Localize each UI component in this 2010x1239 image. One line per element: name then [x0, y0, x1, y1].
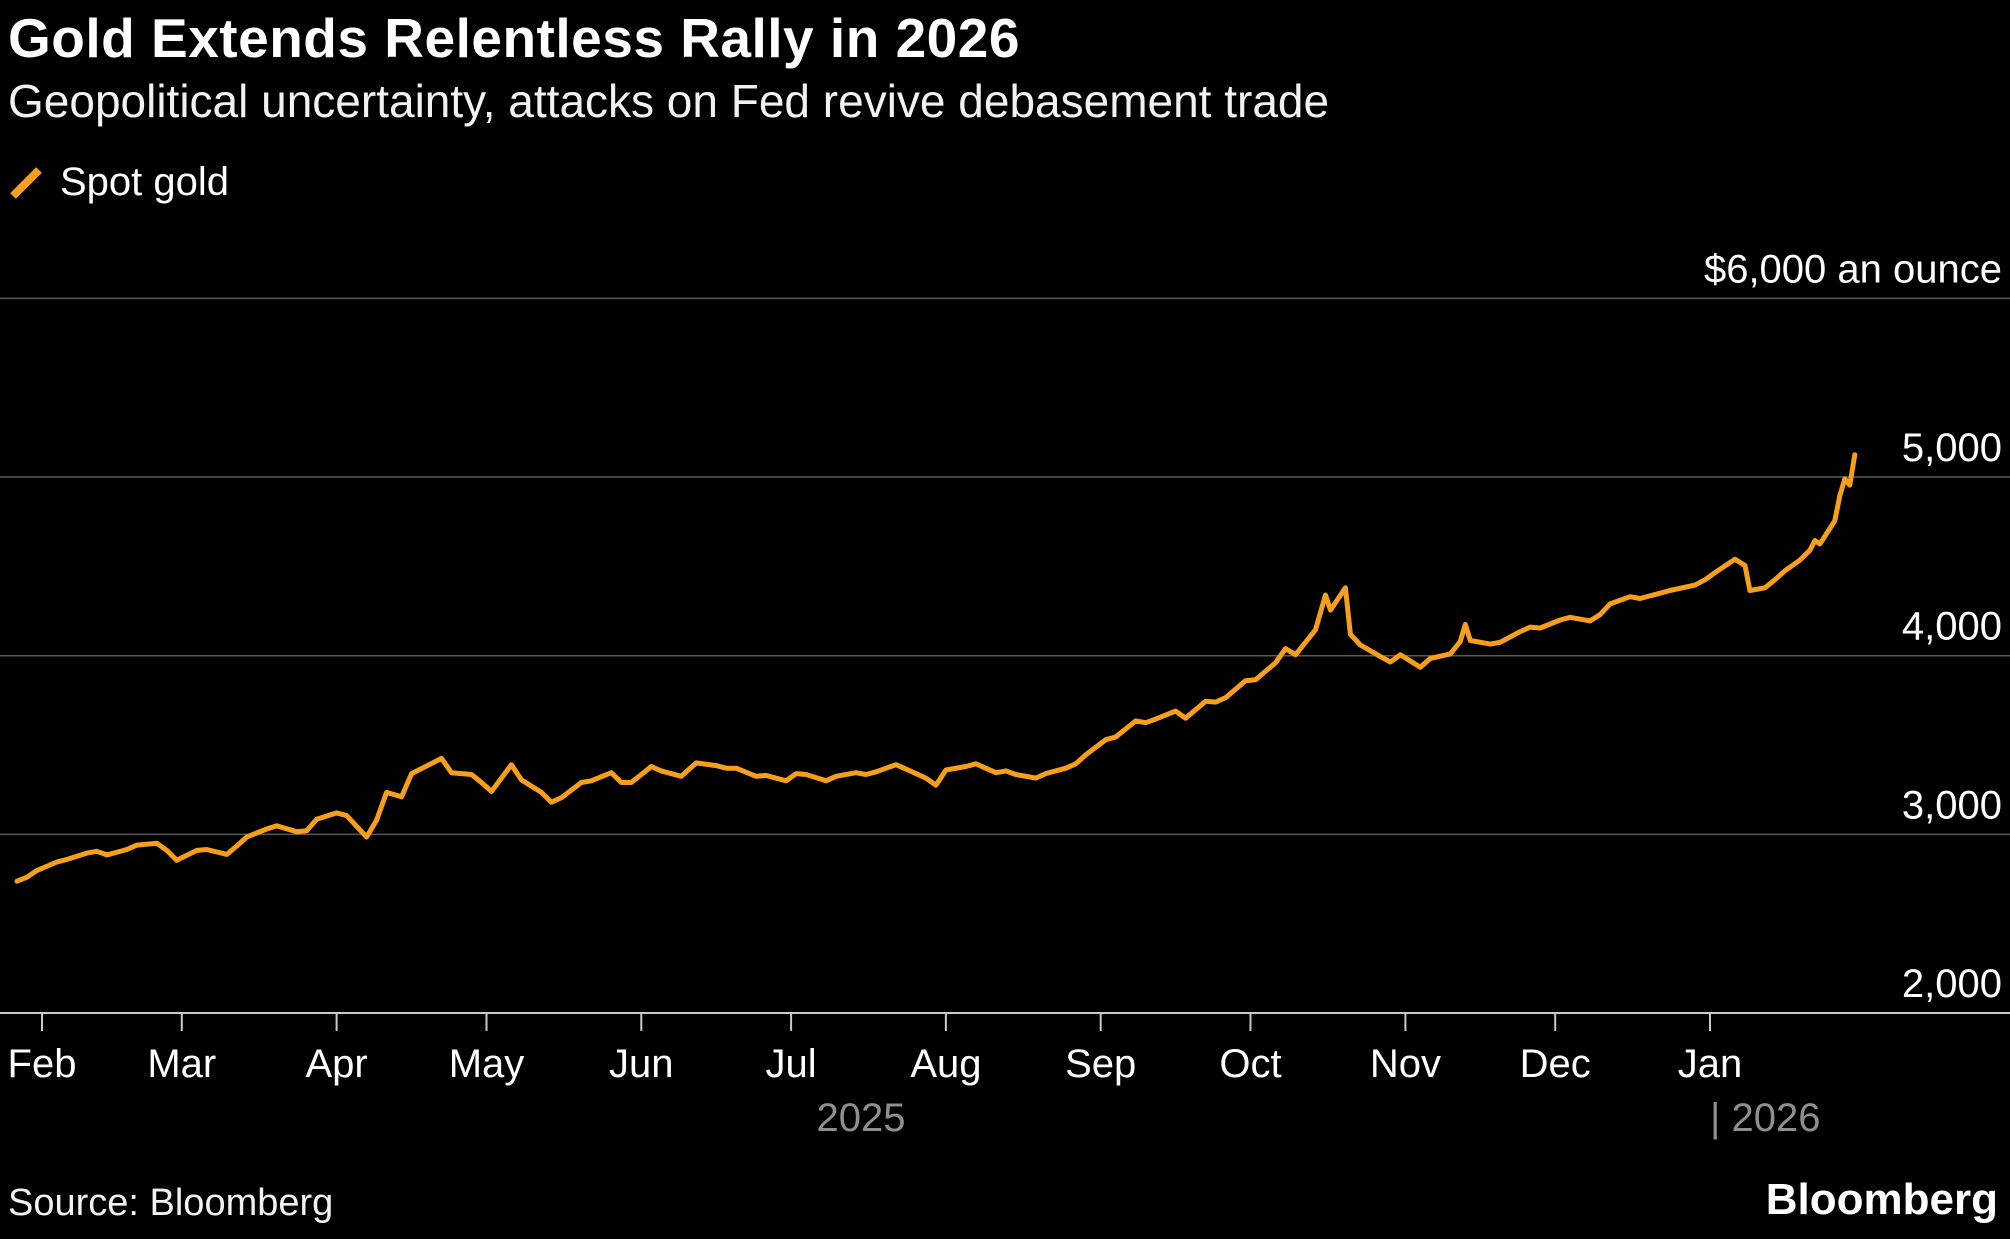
- x-axis-label: Aug: [910, 1042, 981, 1086]
- y-axis-label: 3,000: [1902, 783, 2002, 827]
- x-axis-label: Oct: [1219, 1042, 1281, 1086]
- year-label: 2025: [817, 1096, 906, 1140]
- x-axis-label: Apr: [305, 1042, 367, 1086]
- spot-gold-line-swatch-icon: [10, 166, 42, 199]
- x-axis-label: Dec: [1520, 1042, 1591, 1086]
- x-axis-label: Jun: [609, 1042, 674, 1086]
- y-axis-label: 2,000: [1902, 962, 2002, 1006]
- source-text: Source: Bloomberg: [8, 1182, 334, 1224]
- y-axis-label: 5,000: [1902, 426, 2002, 470]
- x-axis-label: Jul: [766, 1042, 817, 1086]
- bloomberg-logo: Bloomberg: [1765, 1175, 1998, 1224]
- x-axis-label: May: [449, 1042, 525, 1086]
- x-axis-label: Feb: [8, 1042, 77, 1086]
- year-label: | 2026: [1710, 1096, 1821, 1140]
- x-axis-label: Nov: [1370, 1042, 1441, 1086]
- legend-label: Spot gold: [60, 160, 230, 204]
- legend: Spot gold: [8, 160, 229, 205]
- x-axis-label: Mar: [147, 1042, 216, 1086]
- spot-gold-line: [14, 452, 1858, 884]
- x-axis-label: Jan: [1678, 1042, 1743, 1086]
- y-axis-label: 4,000: [1902, 605, 2002, 649]
- x-axis-label: Sep: [1065, 1042, 1136, 1086]
- chart-title: Gold Extends Relentless Rally in 2026: [8, 7, 1020, 69]
- y-axis-label: $6,000 an ounce: [1704, 247, 2002, 291]
- legend-slash-icon: [10, 166, 42, 199]
- chart-subtitle: Geopolitical uncertainty, attacks on Fed…: [8, 75, 1330, 127]
